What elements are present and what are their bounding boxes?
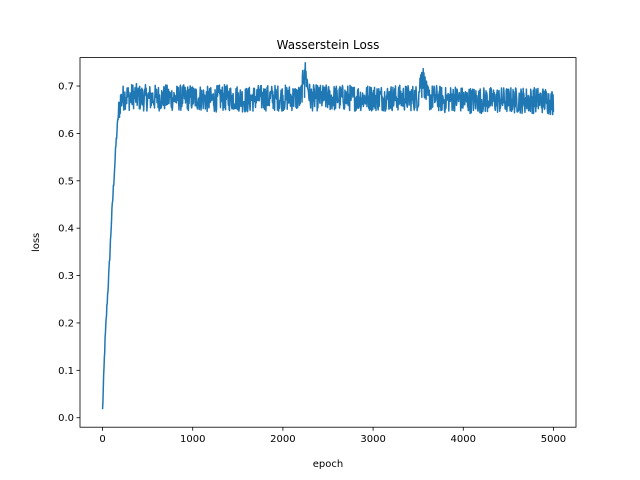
y-tick-label: 0.2 <box>58 318 74 329</box>
x-tick-label: 5000 <box>541 434 566 445</box>
y-tick-label: 0.4 <box>58 224 74 235</box>
y-tick-label: 0.3 <box>58 271 74 282</box>
y-tick-label: 0.5 <box>58 176 74 187</box>
x-axis-label: epoch <box>313 459 343 470</box>
y-axis-label: loss <box>31 233 42 252</box>
chart-title: Wasserstein Loss <box>277 38 380 52</box>
x-tick-label: 1000 <box>180 434 205 445</box>
y-tick-label: 0.0 <box>58 413 74 424</box>
x-tick-label: 4000 <box>451 434 476 445</box>
y-tick-label: 0.1 <box>58 366 74 377</box>
loss-series-line <box>101 61 555 410</box>
y-tick-label: 0.7 <box>58 82 74 93</box>
plot-frame <box>79 57 577 428</box>
x-tick-label: 2000 <box>270 434 295 445</box>
y-tick-label: 0.6 <box>58 129 74 140</box>
x-tick-label: 3000 <box>360 434 385 445</box>
x-tick-label: 0 <box>99 434 105 445</box>
